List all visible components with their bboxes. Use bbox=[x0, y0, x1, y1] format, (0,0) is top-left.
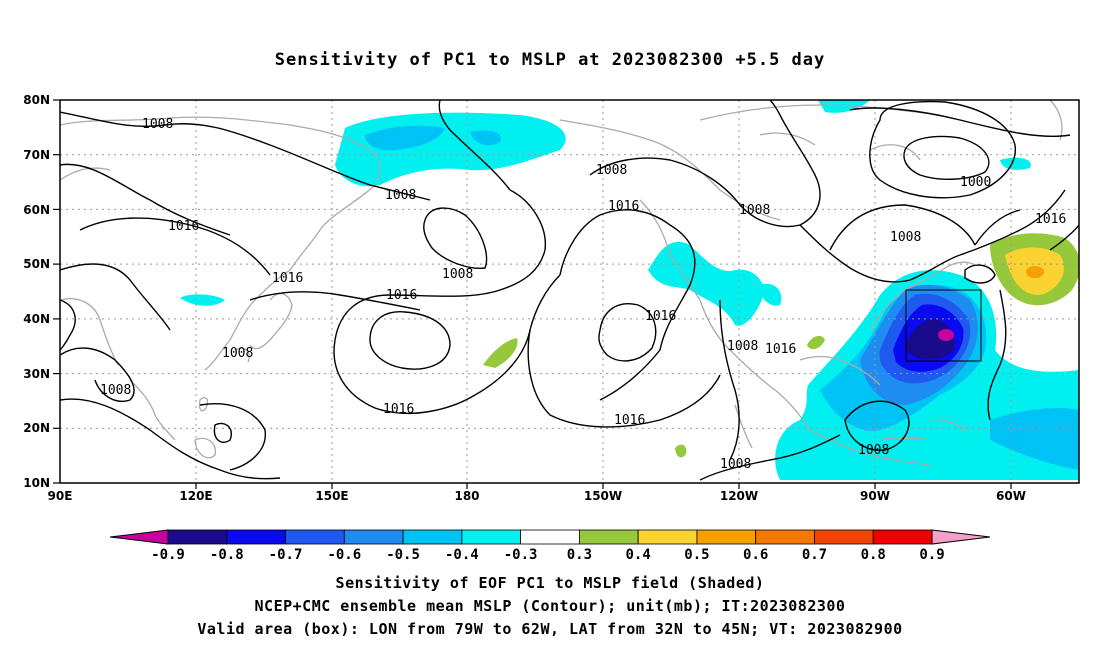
colorbar-swatch bbox=[226, 529, 286, 545]
colorbar-swatch bbox=[520, 529, 580, 545]
shade-region bbox=[818, 100, 870, 113]
lat-label: 80N bbox=[23, 93, 50, 107]
shade-region bbox=[990, 408, 1079, 470]
shade-region bbox=[470, 130, 501, 146]
lon-label: 90W bbox=[860, 489, 890, 503]
contour-label: 1008 bbox=[385, 188, 416, 203]
lat-label: 30N bbox=[23, 367, 50, 381]
shade-region bbox=[938, 329, 954, 341]
contour-label: 1008 bbox=[442, 267, 473, 282]
lon-label: 150E bbox=[315, 489, 348, 503]
colorbar-swatch bbox=[872, 529, 933, 545]
contour-label: 1016 bbox=[272, 271, 303, 286]
contour-label: 1008 bbox=[222, 346, 253, 361]
contour-label: 1008 bbox=[890, 230, 921, 245]
lat-label: 10N bbox=[23, 476, 50, 490]
sensitivity-shading bbox=[180, 100, 1079, 480]
lat-label: 20N bbox=[23, 421, 50, 435]
colorbar-swatch bbox=[461, 529, 522, 545]
contour-label: 1016 bbox=[386, 288, 417, 303]
shade-region bbox=[365, 125, 445, 151]
contour-label: 1008 bbox=[727, 339, 758, 354]
colorbar-tick-label: -0.8 bbox=[210, 547, 244, 563]
shade-region bbox=[1026, 266, 1044, 278]
shade-region bbox=[807, 335, 825, 350]
shade-region bbox=[675, 444, 687, 458]
colorbar-swatch bbox=[578, 529, 639, 545]
contour-label: 1016 bbox=[645, 309, 676, 324]
colorbar-tick-label: -0.5 bbox=[386, 547, 420, 563]
contour-label: 1008 bbox=[720, 457, 751, 472]
shade-region bbox=[905, 318, 956, 360]
contour-label: 1000 bbox=[960, 175, 991, 190]
colorbar-swatch bbox=[755, 529, 815, 545]
contour-label: 1008 bbox=[739, 203, 770, 218]
contour-labels: 1008 1016 1008 1008 1016 1008 1016 1008 … bbox=[100, 117, 1066, 472]
colorbar-tick-labels: -0.9 -0.8 -0.7 -0.6 -0.5 -0.4 -0.3 0.3 0.4 0.5 0.6… bbox=[151, 547, 945, 563]
colorbar-tick-label: -0.6 bbox=[327, 547, 361, 563]
lon-label: 60W bbox=[996, 489, 1026, 503]
valid-area-box bbox=[905, 289, 982, 362]
contour-label: 1016 bbox=[1035, 212, 1066, 227]
colorbar-right-arrow bbox=[931, 529, 991, 545]
lon-label: 90E bbox=[48, 489, 73, 503]
colorbar-tick-label: 0.8 bbox=[861, 547, 886, 563]
contour-label: 1016 bbox=[383, 402, 414, 417]
shade-region bbox=[759, 283, 782, 306]
map-frame bbox=[59, 99, 1080, 484]
colorbar-tick-label: 0.3 bbox=[567, 547, 592, 563]
page-title: Sensitivity of PC1 to MSLP at 2023082300… bbox=[274, 50, 826, 70]
contour-label: 1016 bbox=[765, 342, 796, 357]
colorbar-tick-label: 0.6 bbox=[743, 547, 768, 563]
lon-label: 120E bbox=[179, 489, 212, 503]
colorbar-tick-label: 0.7 bbox=[802, 547, 827, 563]
lat-label: 60N bbox=[23, 203, 50, 217]
shade-region bbox=[648, 241, 765, 326]
colorbar-left-arrow bbox=[109, 529, 169, 545]
colorbar-swatch bbox=[343, 529, 404, 545]
colorbar-tick-label: -0.3 bbox=[504, 547, 538, 563]
shade-region bbox=[1000, 157, 1031, 170]
colorbar-swatch bbox=[402, 529, 463, 545]
lon-label: 120W bbox=[720, 489, 758, 503]
caption-contour: NCEP+CMC ensemble mean MSLP (Contour); u… bbox=[254, 597, 846, 615]
contour-label: 1008 bbox=[142, 117, 173, 132]
colorbar-swatch bbox=[696, 529, 757, 545]
contour-label: 1008 bbox=[100, 383, 131, 398]
caption-shaded: Sensitivity of EOF PC1 to MSLP field (Sh… bbox=[335, 574, 765, 592]
lon-label: 180 bbox=[454, 489, 479, 503]
colorbar-tick-label: -0.9 bbox=[151, 547, 185, 563]
shade-region bbox=[180, 294, 225, 306]
colorbar-swatch bbox=[637, 529, 698, 545]
colorbar-swatch bbox=[167, 529, 228, 545]
colorbar-tick-label: 0.5 bbox=[684, 547, 709, 563]
lat-label: 50N bbox=[23, 257, 50, 271]
shade-region bbox=[483, 338, 518, 368]
contour-label: 1016 bbox=[168, 219, 199, 234]
colorbar-swatch bbox=[285, 529, 345, 545]
contour-label: 1016 bbox=[608, 199, 639, 214]
colorbar-tick-label: 0.4 bbox=[626, 547, 651, 563]
colorbar-tick-label: 0.9 bbox=[919, 547, 944, 563]
contour-label: 1008 bbox=[596, 163, 627, 178]
lat-label: 70N bbox=[23, 148, 50, 162]
lon-label: 150W bbox=[584, 489, 622, 503]
contour-label: 1016 bbox=[614, 413, 645, 428]
colorbar-tick-label: -0.4 bbox=[445, 547, 479, 563]
caption-valid-area: Valid area (box): LON from 79W to 62W, L… bbox=[197, 620, 903, 638]
contour-label: 1008 bbox=[858, 443, 889, 458]
colorbar bbox=[109, 529, 991, 545]
coastlines bbox=[60, 100, 1063, 466]
mslp-contours bbox=[60, 100, 1079, 481]
lat-label: 40N bbox=[23, 312, 50, 326]
colorbar-swatch bbox=[814, 529, 874, 545]
colorbar-tick-label: -0.7 bbox=[269, 547, 303, 563]
